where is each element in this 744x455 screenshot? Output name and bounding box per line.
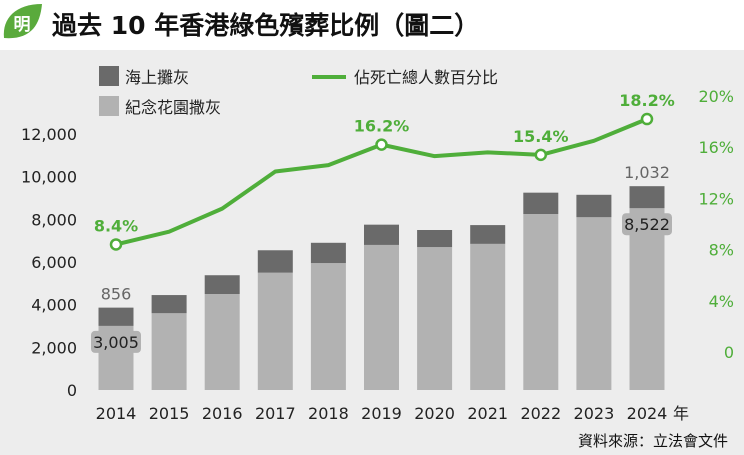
bars [98,186,665,390]
bar-sea [151,295,187,314]
left-tick-label: 6,000 [31,253,77,272]
legend-label-garden: 紀念花園撒灰 [125,98,221,117]
bar-garden [310,263,346,390]
bar-garden [470,243,506,390]
bar-garden [629,208,665,390]
x-tick-label: 2023 [574,404,615,423]
x-tick-label: 2021 [467,404,508,423]
source-note: 資料來源：立法會文件 [578,432,728,450]
x-tick-label: 2014 [96,404,137,423]
right-tick-label: 8% [709,241,734,260]
bar-sea [204,275,240,294]
right-tick-label: 20% [698,87,734,106]
right-tick-label: 12% [698,189,734,208]
garden-value-label-bg [91,330,141,353]
line-point-marker [534,148,548,162]
bar-sea [470,225,506,244]
x-tick-label: 2022 [520,404,561,423]
left-axis: 12,000 10,000 8,000 6,000 4,000 2,000 0 [21,125,77,400]
x-tick-label: 2019 [361,404,402,423]
legend-label-sea: 海上攤灰 [125,68,189,87]
bar-garden [364,244,399,390]
left-tick-label: 8,000 [31,210,77,229]
x-axis: 2014 2015 2016 2017 2018 2019 2020 2021 2022 2023… [96,404,689,423]
x-tick-label: 2016 [202,404,243,423]
chart-title: 過去 10 年香港綠色殯葬比例（圖二） [52,11,479,40]
right-tick-label: 4% [709,292,734,311]
left-tick-label: 12,000 [21,125,77,144]
legend: 海上攤灰 紀念花園撒灰 佔死亡總人數百分比 [99,66,498,117]
right-tick-label: 16% [698,138,734,157]
right-tick-label: 0 [724,343,734,362]
bar-garden [151,313,187,390]
bar-sea [364,224,399,245]
percentage-label: 15.4% [513,127,569,146]
percentage-label: 18.2% [619,91,675,110]
line-point-marker [375,138,388,151]
left-tick-label: 0 [67,381,77,400]
x-tick-label: 2015 [149,404,190,423]
x-tick-label: 2018 [308,404,349,423]
percentage-line [109,112,654,251]
legend-swatch-garden [99,96,119,116]
x-unit-label: 年 [673,404,689,423]
header-band [0,0,744,50]
bar-garden [576,217,612,390]
legend-swatch-sea [99,66,119,86]
x-tick-label: 2017 [255,404,296,423]
badge-text: 明 [14,15,31,35]
garden-value-label-bg [622,213,672,236]
line-point-marker [640,112,654,126]
left-tick-label: 4,000 [31,296,77,315]
bar-sea [310,242,346,264]
x-tick-label: 2024 [627,404,668,423]
percentage-label: 8.4% [94,216,138,235]
bar-garden [417,247,453,390]
bar-sea [257,250,293,273]
bar-garden [257,272,293,390]
right-axis: 20% 16% 12% 8% 4% 0 [698,87,734,362]
left-tick-label: 10,000 [21,168,77,187]
sea-value-label: 1,032 [624,163,670,182]
bar-sea [523,192,559,214]
percentage-label: 16.2% [354,117,410,136]
bar-garden [523,214,559,390]
line-point-marker [109,238,123,251]
garden-value-label: 3,005 [93,333,139,352]
left-tick-label: 2,000 [31,338,77,357]
header-badge: 明 [3,4,42,39]
bar-sea [629,186,665,209]
legend-label-line: 佔死亡總人數百分比 [354,68,498,87]
x-tick-label: 2020 [414,404,455,423]
bar-garden [204,294,240,390]
sea-value-label: 856 [101,285,132,304]
data-labels: 8.4% 16.2% 15.4% 18.2% 3,005 856 8,522 1,032 [91,91,675,353]
badge-leaf-icon [3,4,42,39]
bar-sea [98,307,134,326]
bar-sea [576,194,612,218]
bar-sea [417,230,453,248]
garden-value-label: 8,522 [624,215,670,234]
